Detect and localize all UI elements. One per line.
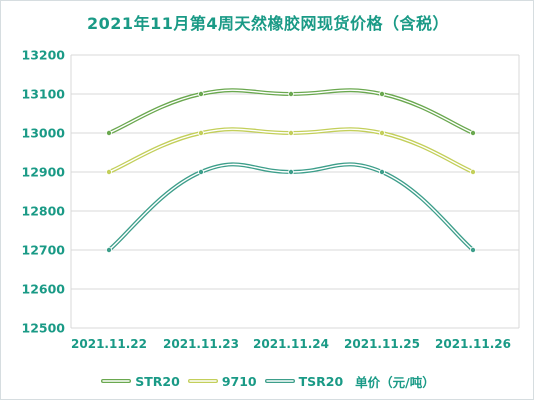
x-tick-label: 2021.11.23 (163, 337, 239, 351)
data-point-tsr20-4 (469, 246, 476, 253)
data-point-str20-3 (378, 91, 385, 98)
legend-item-str20: STR20 (101, 374, 180, 389)
y-tick-label: 12500 (22, 321, 66, 336)
data-point-tsr20-0 (106, 246, 113, 253)
y-axis: 12500 12600 12700 12800 12900 13000 13100 13200 (22, 48, 66, 336)
unit-label: 单价（元/吨） (355, 374, 435, 390)
legend-item-tsr20: TSR20 (264, 373, 344, 389)
legend-label-tsr20: TSR20 (298, 373, 344, 389)
data-point-tsr20-1 (197, 168, 204, 175)
y-tick-label: 12900 (22, 165, 66, 180)
data-point-str20-4 (469, 129, 476, 136)
chart-title: 2021年11月第4周天然橡胶网现货价格（含税） (87, 14, 449, 33)
x-tick-label: 2021.11.24 (253, 337, 329, 351)
legend-swatch-str20 (101, 377, 132, 385)
y-tick-label: 12600 (22, 282, 66, 297)
data-point-9710-2 (287, 129, 294, 136)
x-tick-label: 2021.11.26 (435, 337, 511, 351)
data-point-9710-3 (378, 129, 385, 136)
legend-item-9710: 9710 (187, 373, 257, 389)
x-axis: 2021.11.22 2021.11.23 2021.11.24 2021.11.25… (71, 337, 511, 351)
legend-label-9710: 9710 (221, 373, 257, 389)
legend-label-str20: STR20 (135, 373, 180, 389)
series-tsr20 (106, 162, 476, 253)
series-9710 (106, 127, 476, 175)
series-layer (106, 88, 476, 253)
data-point-9710-0 (106, 168, 113, 175)
y-tick-label: 13100 (22, 87, 66, 102)
data-point-str20-2 (287, 91, 294, 98)
y-tick-label: 13200 (22, 48, 66, 63)
data-point-tsr20-2 (287, 168, 294, 175)
legend-swatch-tsr20 (264, 377, 295, 385)
data-point-str20-0 (106, 129, 113, 136)
x-tick-label: 2021.11.25 (344, 337, 420, 351)
y-tick-label: 12800 (22, 204, 66, 219)
data-point-str20-1 (197, 91, 204, 98)
legend-swatch-9710 (187, 377, 218, 385)
x-tick-label: 2021.11.22 (71, 337, 147, 351)
legend: STR20 9710 TSR20 单价（元/吨） (1, 371, 534, 391)
series-str20 (106, 88, 476, 136)
series-line-outer (107, 162, 475, 252)
data-point-9710-1 (197, 129, 204, 136)
data-point-tsr20-3 (378, 168, 385, 175)
data-point-9710-4 (469, 168, 476, 175)
y-tick-label: 13000 (22, 126, 66, 141)
y-tick-label: 12700 (22, 243, 66, 258)
series-line-inner (108, 163, 474, 251)
